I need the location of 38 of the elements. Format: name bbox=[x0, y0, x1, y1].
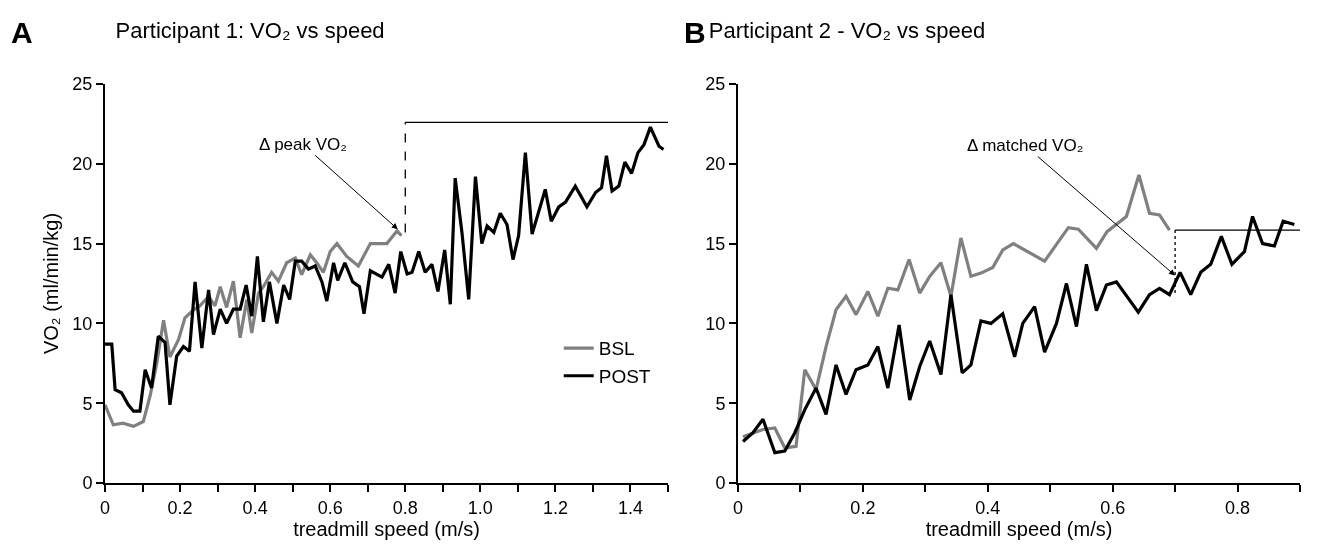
x-tick-label: 0 bbox=[99, 497, 111, 518]
x-tick-label: 1.0 bbox=[467, 497, 493, 518]
y-tick-label: 15 bbox=[72, 233, 93, 254]
y-tick-label: 15 bbox=[705, 233, 726, 254]
y-axis-title: VO₂ (ml/min/kg) bbox=[40, 212, 63, 355]
y-tick-label: 20 bbox=[72, 154, 93, 175]
y-tick-label: 5 bbox=[82, 393, 93, 414]
y-tick-label: 0 bbox=[715, 473, 726, 494]
y-tick-label: 10 bbox=[705, 313, 726, 334]
x-axis-title: treadmill speed (m/s) bbox=[293, 517, 480, 540]
x-tick-label: 0 bbox=[732, 497, 744, 518]
text: A bbox=[11, 16, 33, 49]
x-tick-label: 0.2 bbox=[167, 497, 193, 518]
x-tick-label: 0.8 bbox=[392, 497, 418, 518]
y-tick-label: 10 bbox=[72, 313, 93, 334]
annotation: Δ peak VO₂ bbox=[259, 135, 347, 154]
x-axis-title: treadmill speed (m/s) bbox=[925, 517, 1113, 540]
chart-title: Participant 1: VO₂ vs speed bbox=[115, 18, 385, 44]
x-tick-label: 1.4 bbox=[617, 497, 643, 518]
x-tick-label: 0.4 bbox=[242, 497, 268, 518]
x-tick-label: 0.6 bbox=[317, 497, 343, 518]
x-tick-label: 0.4 bbox=[975, 497, 1001, 518]
y-tick-label: 0 bbox=[82, 473, 93, 494]
line-series bbox=[741, 173, 1172, 450]
y-tick-label: 25 bbox=[705, 74, 726, 95]
x-tick-label: 0.8 bbox=[1225, 497, 1251, 518]
x-tick-label: 0.2 bbox=[850, 497, 876, 518]
chart-title: Participant 2 - VO₂ vs speed bbox=[708, 18, 986, 44]
line-series bbox=[741, 214, 1296, 455]
text: B bbox=[684, 16, 706, 49]
legend-label: POST bbox=[598, 366, 651, 388]
legend-label: BSL bbox=[598, 338, 635, 360]
x-tick-label: 1.2 bbox=[542, 497, 568, 518]
y-tick-label: 5 bbox=[715, 393, 726, 414]
annotation: Δ matched VO₂ bbox=[967, 136, 1084, 155]
y-tick-label: 25 bbox=[72, 74, 93, 95]
x-tick-label: 0.6 bbox=[1100, 497, 1126, 518]
y-tick-label: 20 bbox=[705, 154, 726, 175]
